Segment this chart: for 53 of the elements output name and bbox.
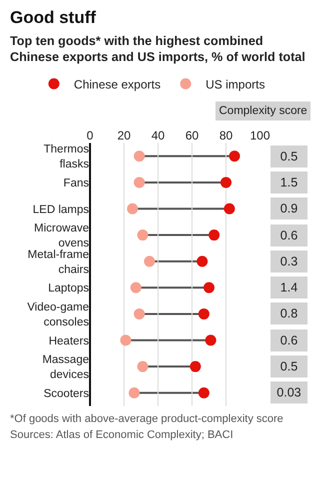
x-tick-label: 40 xyxy=(151,129,165,144)
point xyxy=(198,388,210,399)
y-tick-label: Massage devices xyxy=(42,354,90,382)
point xyxy=(229,151,240,162)
y-tick-label: Scooters xyxy=(44,388,90,400)
text: 0.5 xyxy=(280,150,298,164)
text: 0.6 xyxy=(280,334,298,348)
text: 0.3 xyxy=(280,254,298,269)
point xyxy=(144,256,155,268)
point xyxy=(137,230,148,242)
source-note: Sources: Atlas of Economic Complexity; BACI xyxy=(10,429,234,442)
point xyxy=(134,177,145,188)
text: 0.5 xyxy=(280,360,298,374)
y-tick-label: Metal-frame chairs xyxy=(28,249,90,276)
text: 1.4 xyxy=(280,280,298,295)
point xyxy=(130,282,142,294)
x-tick-label: 20 xyxy=(117,129,131,144)
legend-label: US imports xyxy=(206,78,265,92)
y-tick-label: Heaters xyxy=(48,336,90,348)
point xyxy=(190,362,201,373)
y-tick-label: Video-game consoles xyxy=(27,302,90,329)
chart-subtitle: Top ten goods* with the highest combined Chinese exports and US imports, % of world total xyxy=(10,34,306,66)
point xyxy=(198,308,210,320)
point xyxy=(128,388,140,399)
y-tick-label: LED lamps xyxy=(32,204,90,216)
text: 0.8 xyxy=(280,306,298,321)
legend-label: Chinese exports xyxy=(74,78,161,92)
y-tick-label: Laptops xyxy=(48,283,90,296)
y-tick-label: Fans xyxy=(63,178,90,190)
text: *Of goods with above-average product-complexity score xyxy=(10,413,284,426)
x-tick-label: 80 xyxy=(219,129,233,144)
x-tick-label: 60 xyxy=(185,129,199,144)
point xyxy=(127,204,138,215)
point xyxy=(204,282,214,294)
point xyxy=(137,362,148,373)
point xyxy=(205,335,216,346)
point xyxy=(208,230,220,242)
text: 0.9 xyxy=(280,202,298,216)
point xyxy=(134,151,145,162)
y-tick-label: Microwave ovens xyxy=(34,223,90,250)
point xyxy=(224,204,235,215)
point xyxy=(220,177,232,188)
point xyxy=(196,256,208,268)
point xyxy=(134,308,145,320)
y-tick-label: Thermos flasks xyxy=(44,144,90,172)
text: 0.03 xyxy=(276,386,302,400)
text: 1.5 xyxy=(280,176,298,190)
chart-title: Good stuff xyxy=(10,8,97,28)
point xyxy=(120,335,132,346)
x-tick-label: 0 xyxy=(86,129,94,144)
text: Complexity score xyxy=(219,105,308,118)
x-tick-label: 100 xyxy=(250,129,270,144)
text: 0.6 xyxy=(280,228,298,243)
